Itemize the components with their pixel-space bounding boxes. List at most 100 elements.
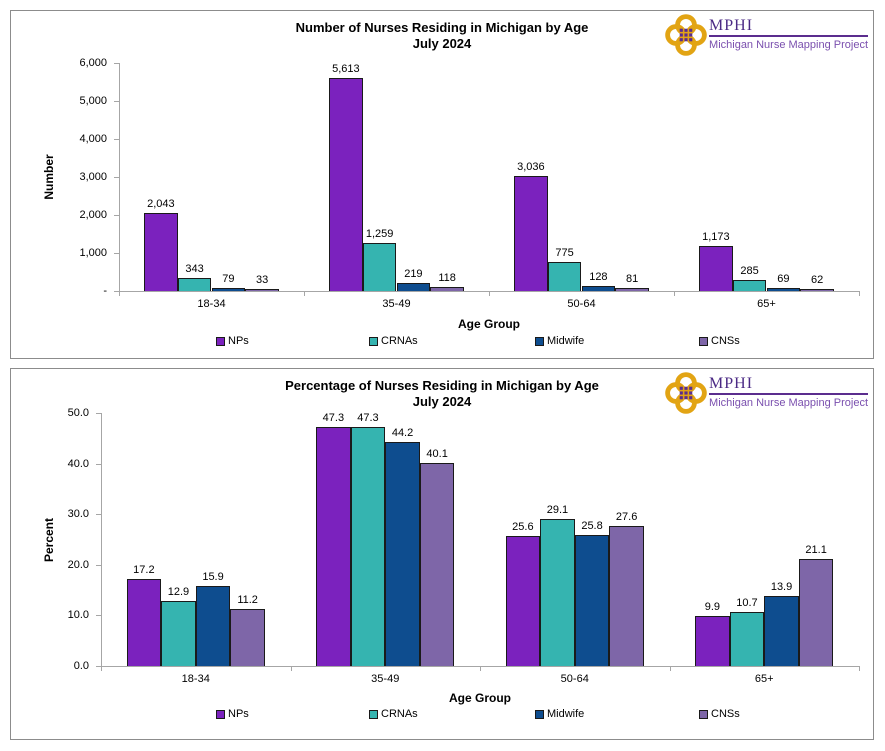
x-axis-tick — [101, 666, 102, 671]
x-axis-tick — [480, 666, 481, 671]
value-label: 17.2 — [133, 564, 155, 576]
bar-midwife-65+ — [766, 288, 801, 291]
legend: NPs CRNAs Midwife CNSs — [11, 335, 873, 351]
y-axis-tick-label: 40.0 — [67, 458, 89, 470]
bar-crnas-18-34 — [161, 601, 196, 666]
value-label: 27.6 — [615, 511, 638, 523]
bar-cnss-65+ — [798, 559, 834, 666]
y-axis-tick-label: 4,000 — [79, 133, 107, 145]
legend-label: CRNAs — [381, 708, 418, 720]
bar-crnas-18-34 — [177, 278, 212, 291]
x-axis-tick — [291, 666, 292, 671]
mphi-knot-icon — [665, 372, 707, 414]
bar-crnas-65+ — [729, 612, 765, 666]
category-label: 50-64 — [560, 673, 589, 685]
value-label: 79 — [222, 273, 235, 285]
legend-marker-icon — [369, 709, 378, 719]
bar-nps-18-34 — [126, 579, 162, 666]
bar-cnss-50-64 — [615, 288, 649, 291]
x-axis-title: Age Group — [449, 691, 511, 705]
value-label: 219 — [404, 268, 423, 280]
bar-midwife-35-49 — [396, 283, 431, 291]
bar-nps-35-49 — [316, 427, 351, 666]
logo-mphi-text: MPHI — [709, 17, 868, 37]
value-label: 15.9 — [202, 571, 224, 583]
y-axis-title: Percent — [42, 517, 56, 563]
value-label: 285 — [740, 265, 759, 277]
x-axis-tick — [859, 291, 860, 296]
category-label: 50-64 — [567, 298, 596, 310]
legend-label: Midwife — [547, 335, 585, 347]
x-axis-tick — [670, 666, 671, 671]
value-label: 29.1 — [546, 504, 569, 516]
legend-item-crnas: CRNAs — [369, 335, 418, 347]
x-axis-tick — [489, 291, 490, 296]
x-axis-tick — [119, 291, 120, 296]
y-axis-tick — [96, 666, 101, 667]
x-axis-tick — [674, 291, 675, 296]
value-label: 343 — [185, 263, 204, 275]
plot-area: 50.0 40.0 30.0 20.0 10.0 0.0 18-34 35-49 50-64 65… — [68, 407, 860, 685]
legend-item-midwife: Midwife — [535, 708, 584, 720]
logo-text-block: MPHI Michigan Nurse Mapping Project — [709, 14, 868, 52]
logo-mphi-text: MPHI — [709, 375, 868, 395]
y-axis-tick — [114, 253, 119, 254]
y-axis-tick — [96, 514, 101, 515]
value-label: 118 — [438, 272, 456, 284]
legend-marker-icon — [699, 336, 708, 346]
bar-midwife-65+ — [764, 596, 799, 666]
percent-chart-panel: Percentage of Nurses Residing in Michiga… — [10, 368, 874, 740]
legend-marker-icon — [216, 709, 225, 719]
value-label: 25.6 — [512, 521, 534, 533]
y-axis-tick — [96, 464, 101, 465]
value-label: 25.8 — [581, 520, 603, 532]
y-axis-tick-label: 6,000 — [79, 57, 107, 69]
bar-nps-18-34 — [143, 213, 178, 291]
y-axis-tick-label: - — [103, 285, 107, 297]
bar-nps-50-64 — [505, 536, 541, 666]
bar-cnss-35-49 — [430, 287, 464, 291]
bar-midwife-18-34 — [211, 288, 246, 291]
y-axis-tick — [114, 139, 119, 140]
category-label: 65+ — [754, 673, 774, 685]
bar-crnas-50-64 — [547, 262, 582, 291]
legend-marker-icon — [699, 709, 708, 719]
y-axis-tick — [114, 215, 119, 216]
category-label: 18-34 — [181, 673, 210, 685]
value-label: 128 — [589, 271, 608, 283]
y-axis-tick-label: 10.0 — [67, 609, 89, 621]
bar-midwife-35-49 — [385, 442, 420, 666]
y-axis-tick — [96, 615, 101, 616]
plot-area: 6,000 5,000 4,000 3,000 2,000 1,000 - 18-34 35-4… — [79, 57, 860, 310]
legend-item-nps: NPs — [216, 708, 249, 720]
x-axis-tick — [859, 666, 860, 671]
x-axis-tick — [304, 291, 305, 296]
value-label: 13.9 — [770, 581, 793, 593]
value-label: 62 — [811, 274, 824, 286]
bar-midwife-50-64 — [581, 286, 616, 291]
y-axis-tick-label: 2,000 — [79, 209, 107, 221]
y-axis-line — [101, 413, 102, 666]
chart-title: Percentage of Nurses Residing in Michiga… — [11, 378, 873, 410]
legend-label: CNSs — [711, 708, 740, 720]
legend-label: CRNAs — [381, 335, 418, 347]
chart-title: Number of Nurses Residing in Michigan by… — [11, 20, 873, 52]
y-axis-tick-label: 20.0 — [67, 559, 89, 571]
bar-nps-65+ — [695, 616, 730, 666]
value-label: 40.1 — [426, 448, 448, 460]
bar-nps-35-49 — [328, 78, 363, 291]
y-axis-tick — [96, 413, 101, 414]
legend-item-crnas: CRNAs — [369, 708, 418, 720]
y-axis-tick-label: 0.0 — [73, 660, 89, 672]
chart-title-line1: Percentage of Nurses Residing in Michiga… — [285, 378, 599, 393]
bar-midwife-50-64 — [574, 535, 610, 666]
bar-cnss-35-49 — [419, 463, 455, 666]
value-label: 3,036 — [517, 161, 545, 173]
bar-nps-50-64 — [513, 176, 548, 291]
mphi-knot-icon — [665, 14, 707, 56]
y-axis-tick — [114, 291, 119, 292]
value-label: 47.3 — [357, 412, 379, 424]
y-axis-tick-label: 30.0 — [67, 508, 89, 520]
number-chart-panel: Number of Nurses Residing in Michigan by… — [10, 10, 874, 359]
legend-label: NPs — [228, 335, 249, 347]
